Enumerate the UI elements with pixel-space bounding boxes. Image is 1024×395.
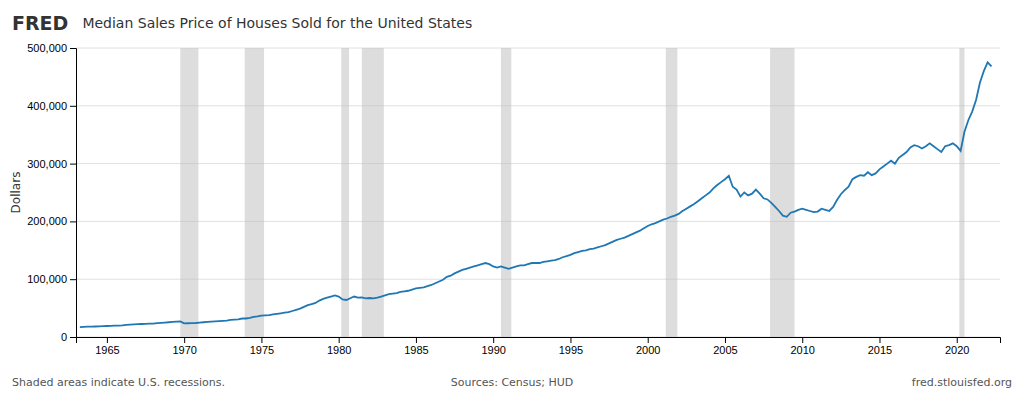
grid: [76, 48, 1000, 337]
y-tick-mark: [70, 164, 76, 165]
x-tick-label: 2000: [636, 344, 660, 356]
x-tick: 1980: [327, 337, 351, 356]
x-tick: 2015: [868, 337, 892, 356]
x-tick-mark: [107, 337, 108, 343]
x-tick-label: 1990: [481, 344, 505, 356]
x-tick: 1985: [404, 337, 428, 356]
x-tick-label: 1995: [559, 344, 583, 356]
footer-note: fred.stlouisfed.org: [912, 376, 1012, 389]
y-tick: 200,000: [27, 215, 76, 227]
line: [80, 62, 992, 327]
x-tick-label: 1985: [404, 344, 428, 356]
x-tick-mark: [648, 337, 649, 343]
y-tick-mark: [70, 221, 76, 222]
y-axis-title: Dollars: [9, 172, 23, 214]
recession-band: [501, 48, 511, 337]
chart: 1965 1970 1975 1980 1985 1990 1995 2000 2005 2010…: [0, 0, 1024, 395]
x-tick: 2020: [945, 337, 969, 356]
y-tick: 400,000: [27, 100, 76, 112]
x-tick-label: 2005: [713, 344, 737, 356]
logo-text: FRED: [12, 12, 68, 34]
x-axis-line: [77, 338, 1001, 344]
recession-band: [770, 48, 794, 337]
recession-band: [341, 48, 349, 337]
title: Median Sales Price of Houses Sold for th…: [82, 15, 472, 31]
recession-band: [245, 48, 264, 337]
y-tick: 300,000: [27, 158, 76, 170]
y-tick-label: 200,000: [27, 215, 67, 227]
y-tick-mark: [70, 106, 76, 107]
y-tick-label: 100,000: [27, 273, 67, 285]
y-tick-mark: [70, 337, 76, 338]
recession-band: [666, 48, 678, 337]
x-tick-label: 1980: [327, 344, 351, 356]
y-tick-label: 300,000: [27, 158, 67, 170]
grid-line: [76, 48, 1000, 49]
x-tick-mark: [493, 337, 494, 343]
x-tick-label: 2010: [790, 344, 814, 356]
plot-area: [80, 48, 992, 337]
x-tick-mark: [261, 337, 262, 343]
x-tick-label: 2015: [868, 344, 892, 356]
y-tick: 0: [61, 331, 76, 343]
x-tick-label: 1970: [172, 344, 196, 356]
x-tick-mark: [416, 337, 417, 343]
y-tick-label: 400,000: [27, 100, 67, 112]
y-axis: 0 100,000 200,000 300,000 400,000 500,000: [27, 42, 76, 343]
x-tick-mark: [570, 337, 571, 343]
y-tick-label: 0: [61, 331, 67, 343]
y-tick-mark: [70, 48, 76, 49]
x-tick-mark: [879, 337, 880, 343]
footer-note: Sources: Census; HUD: [451, 376, 574, 389]
y-axis-line: [70, 49, 77, 338]
x-tick-label: 2020: [945, 344, 969, 356]
x-axis: 1965 1970 1975 1980 1985 1990 1995 2000 2005 2010…: [77, 337, 1001, 356]
x-tick: 1965: [95, 337, 119, 356]
x-tick: 1990: [481, 337, 505, 356]
x-tick-mark: [184, 337, 185, 343]
recession-band: [362, 48, 384, 337]
x-tick: 1995: [559, 337, 583, 356]
y-tick: 100,000: [27, 273, 76, 285]
recession-band: [959, 48, 964, 337]
x-tick: 2000: [636, 337, 660, 356]
x-tick: 2010: [790, 337, 814, 356]
x-tick: 1975: [250, 337, 274, 356]
x-tick: 2005: [713, 337, 737, 356]
grid-line: [76, 163, 1000, 164]
x-tick-label: 1965: [95, 344, 119, 356]
x-tick-mark: [725, 337, 726, 343]
x-tick-mark: [802, 337, 803, 343]
y-tick: 500,000: [27, 42, 76, 54]
x-tick-label: 1975: [250, 344, 274, 356]
x-tick-mark: [339, 337, 340, 343]
recession-band: [180, 48, 198, 337]
y-tick-label: 500,000: [27, 42, 67, 54]
grid-line: [76, 105, 1000, 106]
grid-line: [76, 279, 1000, 280]
x-tick-mark: [957, 337, 958, 343]
x-tick: 1970: [172, 337, 196, 356]
footer-note: Shaded areas indicate U.S. recessions.: [12, 376, 225, 389]
grid-line: [76, 221, 1000, 222]
y-tick-mark: [70, 279, 76, 280]
